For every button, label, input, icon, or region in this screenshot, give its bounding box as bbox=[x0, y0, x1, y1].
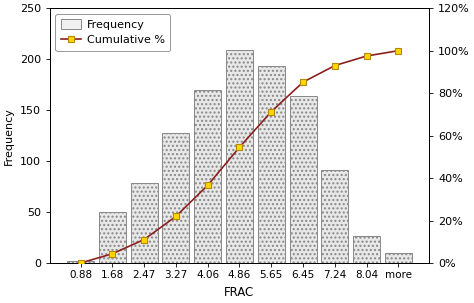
Y-axis label: Frequency: Frequency bbox=[4, 107, 14, 165]
Bar bbox=[67, 261, 94, 263]
Legend: Frequency, Cumulative %: Frequency, Cumulative % bbox=[55, 14, 170, 51]
Bar bbox=[385, 253, 412, 263]
Bar bbox=[99, 212, 126, 263]
Bar bbox=[321, 171, 348, 263]
X-axis label: FRAC: FRAC bbox=[224, 286, 255, 299]
Bar bbox=[194, 90, 221, 263]
Bar bbox=[226, 50, 253, 263]
Bar bbox=[353, 236, 380, 263]
Bar bbox=[258, 66, 285, 263]
Bar bbox=[290, 96, 317, 263]
Bar bbox=[131, 183, 158, 263]
Bar bbox=[163, 133, 190, 263]
